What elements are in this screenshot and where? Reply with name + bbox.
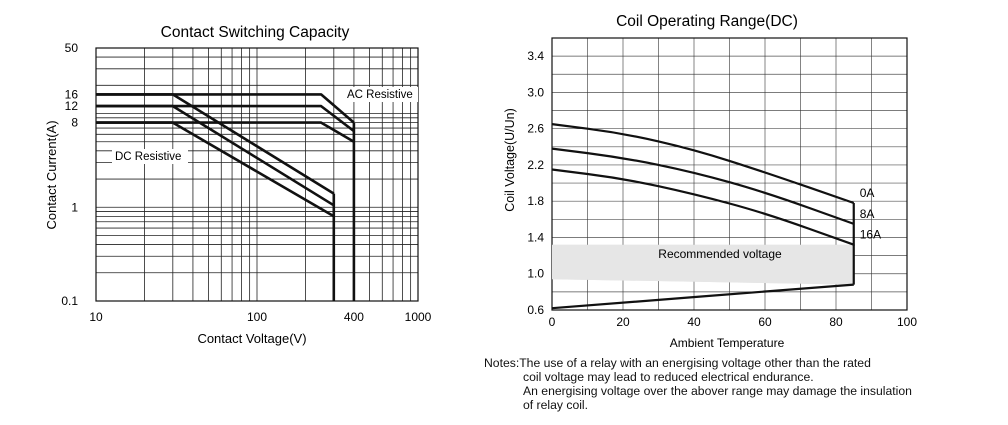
x-tick-label: 80 [829, 315, 843, 329]
series-line [96, 93, 335, 195]
notes-text: Notes:The use of a relay with an energis… [484, 356, 1004, 412]
y-tick-label: 8 [71, 116, 78, 130]
plot-frame [551, 37, 908, 311]
x-tick-label: 10 [89, 310, 103, 324]
chart-title: Coil Operating Range(DC) [616, 13, 798, 30]
notes-line-3: An energising voltage over the abover ra… [523, 384, 912, 398]
series-line [551, 168, 855, 246]
x-tick-label: 60 [758, 315, 772, 329]
y-tick-label: 16 [65, 87, 79, 101]
series-label: 0A [860, 186, 875, 200]
ac-resistive-label: AC Resistive [347, 89, 413, 101]
chart-title: Contact Switching Capacity [161, 24, 350, 41]
notes-line-4: of relay coil. [523, 398, 589, 412]
x-tick-label: 1000 [405, 310, 432, 324]
recommended-voltage-label: Recommended voltage [658, 247, 782, 261]
series-line [551, 283, 854, 310]
notes-line-1: Notes:The use of a relay with an energis… [484, 356, 871, 370]
y-tick-label: 3.0 [527, 85, 544, 99]
x-tick-label: 100 [897, 315, 917, 329]
series-line [96, 121, 335, 218]
x-axis-label: Contact Voltage(V) [197, 331, 306, 346]
plot-frame [95, 47, 419, 302]
x-tick-label: 0 [549, 315, 556, 329]
chart-grid [95, 47, 419, 302]
series-line [96, 93, 355, 124]
y-tick-label: 0.6 [527, 303, 544, 317]
x-tick-label: 40 [687, 315, 701, 329]
x-axis-label: Ambient Temperature [670, 336, 785, 350]
y-tick-label: 2.6 [527, 122, 544, 136]
coil-operating-range-chart: Coil Operating Range(DC) 0 20 40 60 80 100 0.6… [503, 13, 917, 350]
series-label: 16A [860, 228, 881, 242]
y-tick-label: 1.0 [527, 267, 544, 281]
y-tick-label: 1 [71, 200, 78, 214]
x-tick-label: 400 [344, 310, 364, 324]
chart-grid [551, 37, 908, 311]
series-line [551, 123, 855, 205]
series-label: 8A [860, 207, 875, 221]
y-tick-label: 0.1 [61, 294, 78, 308]
y-axis-label: Coil Voltage(U/Un) [503, 108, 517, 212]
x-tick-label: 20 [616, 315, 630, 329]
series-labels: 0A 8A 16A [860, 186, 881, 242]
y-tick-label: 1.8 [527, 194, 544, 208]
region-fill [552, 244, 854, 285]
x-tick-label: 100 [247, 310, 267, 324]
label-backdrop [345, 87, 418, 102]
y-tick-label: 2.2 [527, 158, 544, 172]
dc-resistive-label: DC Resistive [115, 151, 181, 163]
y-tick-label: 3.4 [527, 49, 544, 63]
y-axis-label: Contact Current(A) [44, 120, 59, 229]
chart-series [551, 123, 855, 310]
series-line [96, 104, 335, 207]
y-tick-label: 12 [65, 99, 79, 113]
y-tick-label: 50 [65, 41, 79, 55]
notes-line-2: coil voltage may lead to reduced electri… [523, 370, 814, 384]
chart-ticks: 0 20 40 60 80 100 0.6 1.0 1.4 1.8 2.2 2.6 3.0 3.4 [527, 49, 917, 329]
chart-series [96, 93, 356, 301]
contact-switching-capacity-chart: Contact Switching Capacity 10 100 400 1000 0… [44, 24, 432, 346]
y-tick-label: 1.4 [527, 230, 544, 244]
label-backdrop [112, 149, 188, 164]
series-line [551, 147, 855, 225]
